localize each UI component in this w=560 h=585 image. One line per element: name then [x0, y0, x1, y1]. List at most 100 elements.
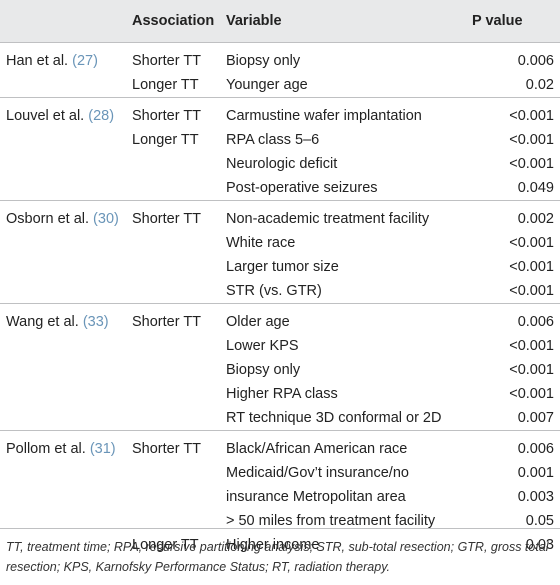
variable-cell: Medicaid/Gov’t insurance/no [226, 465, 409, 481]
p-value-cell: 0.02 [525, 77, 554, 93]
association-cell [132, 509, 226, 533]
association-cell: Shorter TT [132, 430, 226, 461]
table-row: STR (vs. GTR) <0.001 [0, 279, 560, 304]
variable-cell: Non-academic treatment facility [226, 200, 472, 231]
variable-cell: White race [226, 235, 296, 251]
association-cell [132, 279, 226, 304]
p-value-cell: 0.006 [472, 303, 560, 334]
table-body: Han et al. (27) Shorter TT Biopsy only 0.00… [0, 42, 560, 558]
study-cell: Louvel et al. (28) [0, 97, 132, 128]
variable-cell: insurance Metropolitan area [226, 489, 406, 505]
association-cell: Shorter TT [132, 42, 226, 73]
study-name: Pollom et al. [6, 441, 86, 457]
p-value-cell: 0.049 [517, 180, 554, 196]
association-cell [132, 255, 226, 279]
table-row: Han et al. (27) Shorter TT Biopsy only 0.00… [0, 42, 560, 73]
association-cell [132, 334, 226, 358]
table-header: Association Variable P value [0, 0, 560, 43]
p-value-cell: 0.03 [525, 537, 554, 553]
variable-cell: Lower KPS [226, 338, 299, 354]
p-value-cell: 0.007 [517, 410, 554, 426]
association-cell [132, 406, 226, 431]
table-row: Larger tumor size <0.001 [0, 255, 560, 279]
variable-cell: Biopsy only [226, 362, 301, 378]
results-table: Association Variable P value Han et al. … [0, 0, 560, 558]
p-value-cell: <0.001 [509, 259, 554, 275]
reference-link[interactable]: (30) [93, 211, 119, 227]
variable-cell: Biopsy only [226, 42, 472, 73]
table-row: Lower KPS <0.001 [0, 334, 560, 358]
bottom-rule [0, 528, 560, 529]
header-row: Association Variable P value [0, 0, 560, 43]
association-cell: Longer TT [132, 132, 199, 148]
variable-cell: STR (vs. GTR) [226, 283, 322, 299]
study-cell [0, 152, 132, 176]
reference-link[interactable]: (31) [89, 441, 116, 457]
study-cell [0, 73, 132, 98]
variable-cell: Neurologic deficit [226, 156, 338, 172]
table-row: RT technique 3D conformal or 2D 0.007 [0, 406, 560, 431]
association-cell [132, 461, 226, 485]
table-row: Longer TT RPA class 5–6 <0.001 [0, 128, 560, 152]
header-variable: Variable [226, 13, 282, 29]
reference-link[interactable]: (28) [88, 108, 115, 124]
p-value-cell: <0.001 [509, 283, 554, 299]
p-value-cell: <0.001 [509, 156, 554, 172]
study-cell: Han et al. (27) [0, 42, 132, 73]
table-row: Post-operative seizures 0.049 [0, 176, 560, 201]
p-value-cell: 0.05 [525, 513, 554, 529]
table-row: Higher RPA class <0.001 [0, 382, 560, 406]
p-value-cell: 0.006 [472, 430, 560, 461]
reference-link[interactable]: (33) [82, 314, 109, 330]
variable-cell: Higher RPA class [226, 386, 338, 402]
study-cell [0, 279, 132, 304]
study-cell [0, 358, 132, 382]
p-value-cell: <0.001 [509, 132, 554, 148]
association-cell [132, 358, 226, 382]
table-footnote: TT, treatment time; RPA, recursive parti… [6, 540, 549, 574]
variable-cell: Carmustine wafer implantation [226, 97, 472, 128]
variable-cell: > 50 miles from treatment facility [226, 513, 436, 529]
table-row: Neurologic deficit <0.001 [0, 152, 560, 176]
study-cell [0, 461, 132, 485]
p-value-cell: <0.001 [509, 235, 554, 251]
table-row: Medicaid/Gov’t insurance/no 0.001 [0, 461, 560, 485]
study-name: Louvel et al. [6, 108, 85, 124]
study-name: Han et al. [6, 53, 69, 69]
table-row: Louvel et al. (28) Shorter TT Carmustine w… [0, 97, 560, 128]
variable-cell: Black/African American race [226, 430, 472, 461]
study-cell [0, 485, 132, 509]
p-value-cell: <0.001 [509, 338, 554, 354]
variable-cell: Post-operative seizures [226, 180, 378, 196]
p-value-cell: <0.001 [472, 97, 560, 128]
association-cell: Shorter TT [132, 200, 226, 231]
header-p-value: P value [472, 13, 523, 29]
study-name: Osborn et al. [6, 211, 90, 227]
association-cell [132, 485, 226, 509]
study-cell: Osborn et al. (30) [0, 200, 132, 231]
p-value-cell: 0.001 [517, 465, 554, 481]
p-value-cell: 0.006 [472, 42, 560, 73]
association-cell [132, 176, 226, 201]
table-row: Pollom et al. (31) Shorter TT Black/Africa… [0, 430, 560, 461]
table-row: Wang et al. (33) Shorter TT Older age 0.006 [0, 303, 560, 334]
header-association: Association [132, 13, 215, 29]
variable-cell: RPA class 5–6 [226, 132, 320, 148]
association-cell [132, 382, 226, 406]
table-row: > 50 miles from treatment facility 0.05 [0, 509, 560, 533]
variable-cell: Younger age [226, 77, 308, 93]
study-name: Wang et al. [6, 314, 79, 330]
table-row: White race <0.001 [0, 231, 560, 255]
study-cell [0, 231, 132, 255]
study-cell [0, 509, 132, 533]
p-value-cell: 0.003 [517, 489, 554, 505]
p-value-cell: <0.001 [509, 362, 554, 378]
study-cell [0, 255, 132, 279]
reference-link[interactable]: (27) [72, 53, 98, 69]
study-cell [0, 382, 132, 406]
association-cell: Shorter TT [132, 303, 226, 334]
study-cell [0, 128, 132, 152]
table-row: Biopsy only <0.001 [0, 358, 560, 382]
variable-cell: Older age [226, 303, 472, 334]
